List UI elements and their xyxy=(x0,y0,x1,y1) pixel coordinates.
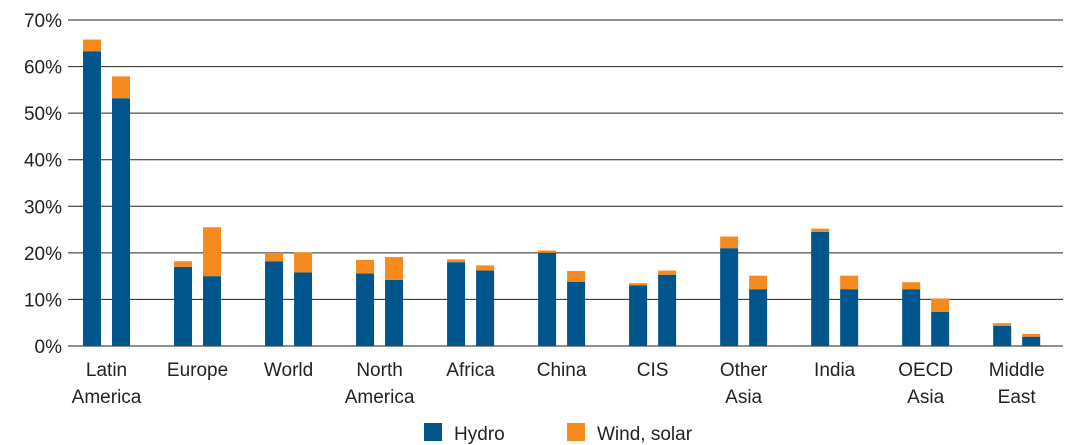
bars xyxy=(83,39,1041,347)
x-category-label: China xyxy=(537,360,587,381)
y-tick-label: 30% xyxy=(24,197,62,218)
y-tick-label: 0% xyxy=(35,337,63,358)
x-category-label: Asia xyxy=(725,387,762,408)
legend-label: Wind, solar xyxy=(597,424,693,445)
x-category-label: Europe xyxy=(167,360,228,381)
x-category-label: America xyxy=(72,387,142,408)
bar-segment-hydro xyxy=(567,281,586,346)
y-tick-label: 50% xyxy=(24,104,62,125)
legend: Hydro Wind, solar xyxy=(424,423,693,445)
x-category-label: Middle xyxy=(989,360,1045,381)
bar-segment-wind-solar xyxy=(203,227,222,277)
bar-segment-wind-solar xyxy=(811,228,830,232)
bar-segment-hydro xyxy=(840,289,859,346)
bar-segment-hydro xyxy=(356,273,375,346)
y-axis-tick-labels: 0% 10% 20% 30% 40% 50% 60% 70% xyxy=(24,11,62,358)
y-tick-label: 20% xyxy=(24,244,62,265)
bar-segment-wind-solar xyxy=(174,261,193,267)
x-category-label: World xyxy=(264,360,313,381)
bar-segment-wind-solar xyxy=(112,76,131,99)
bar-segment-wind-solar xyxy=(83,39,102,52)
bar-segment-wind-solar xyxy=(749,275,768,290)
bar-segment-hydro xyxy=(658,274,677,346)
bar-segment-hydro xyxy=(203,276,222,346)
bar-segment-hydro xyxy=(112,98,131,347)
bar-segment-hydro xyxy=(811,231,830,346)
bar-segment-wind-solar xyxy=(629,283,648,286)
bar-segment-hydro xyxy=(720,248,739,346)
gridlines xyxy=(68,19,1063,347)
x-category-label: CIS xyxy=(637,360,669,381)
bar-segment-wind-solar xyxy=(993,323,1012,326)
x-category-label: OECD xyxy=(898,360,953,381)
bar-segment-hydro xyxy=(931,312,950,346)
bar-segment-hydro xyxy=(476,270,495,346)
y-tick-label: 10% xyxy=(24,290,62,311)
bar-segment-wind-solar xyxy=(294,252,313,273)
x-category-label: Africa xyxy=(446,360,495,381)
bar-segment-wind-solar xyxy=(902,282,921,290)
bar-segment-wind-solar xyxy=(840,275,859,290)
bar-segment-wind-solar xyxy=(265,252,284,262)
y-tick-label: 40% xyxy=(24,151,62,172)
bar-segment-wind-solar xyxy=(931,298,950,313)
bar-segment-wind-solar xyxy=(385,257,404,280)
bar-segment-wind-solar xyxy=(658,270,677,275)
y-tick-label: 60% xyxy=(24,58,62,79)
bar-segment-hydro xyxy=(385,279,404,346)
bar-segment-wind-solar xyxy=(720,236,739,249)
bar-segment-hydro xyxy=(83,51,102,347)
x-category-label: East xyxy=(998,387,1037,408)
bar-segment-hydro xyxy=(749,289,768,346)
legend-label: Hydro xyxy=(454,424,505,445)
bar-segment-wind-solar xyxy=(538,250,557,253)
bar-segment-wind-solar xyxy=(1022,333,1041,337)
bar-segment-hydro xyxy=(538,252,557,346)
bar-segment-hydro xyxy=(1022,336,1041,346)
x-category-label: America xyxy=(345,387,415,408)
x-category-label: Other xyxy=(720,360,768,381)
x-axis-category-labels: Latin America Europe World North America Afric… xyxy=(72,360,1045,408)
bar-segment-wind-solar xyxy=(447,259,466,263)
bar-segment-hydro xyxy=(993,325,1012,346)
x-category-label: Latin xyxy=(86,360,127,381)
bar-segment-wind-solar xyxy=(476,265,495,271)
legend-swatch xyxy=(424,423,442,441)
bar-segment-hydro xyxy=(294,272,313,346)
bar-segment-hydro xyxy=(265,261,284,346)
bar-segment-hydro xyxy=(174,266,193,346)
x-category-label: Asia xyxy=(907,387,944,408)
bar-segment-hydro xyxy=(447,262,466,346)
bar-segment-hydro xyxy=(902,289,921,346)
x-category-label: North xyxy=(356,360,402,381)
x-category-label: India xyxy=(814,360,856,381)
bar-segment-wind-solar xyxy=(567,271,586,282)
bar-segment-hydro xyxy=(629,285,648,346)
bar-segment-wind-solar xyxy=(356,259,375,274)
legend-swatch xyxy=(567,423,585,441)
y-tick-label: 70% xyxy=(24,11,62,32)
